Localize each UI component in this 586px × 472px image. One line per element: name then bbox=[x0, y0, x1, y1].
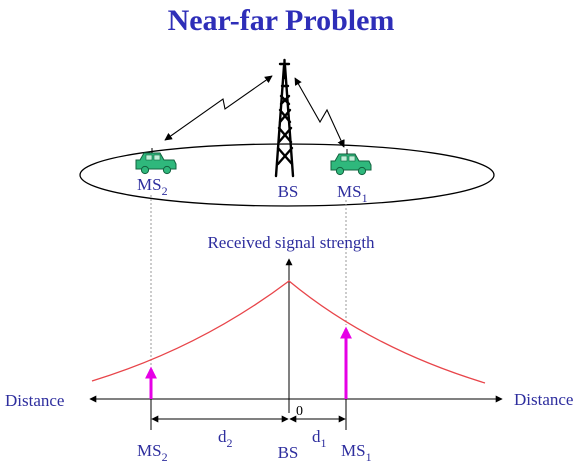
ms1-label-bottom-base: MS bbox=[341, 441, 366, 460]
lightning-link-icon bbox=[164, 75, 273, 141]
d1-label: d1 bbox=[312, 427, 327, 450]
d2-label-sub: 2 bbox=[227, 436, 233, 450]
signal-curve bbox=[91, 280, 486, 384]
distance-label-right: Distance bbox=[514, 390, 573, 409]
car-icon bbox=[330, 149, 372, 176]
page-title: Near-far Problem bbox=[168, 4, 395, 37]
cell-ellipse bbox=[79, 143, 495, 207]
ms1-label-bottom: MS1 bbox=[341, 441, 372, 464]
d1-label-base: d bbox=[312, 427, 321, 446]
ms1-label-top: MS1 bbox=[337, 182, 368, 205]
tower-icon bbox=[274, 58, 295, 178]
ms2-label-top: MS2 bbox=[137, 175, 168, 198]
ms1-label-top-sub: 1 bbox=[362, 191, 368, 205]
bs-label-top: BS bbox=[278, 182, 299, 201]
car-icon bbox=[135, 148, 177, 175]
ms2-label-bottom-sub: 2 bbox=[162, 450, 168, 464]
ms1-label-bottom-sub: 1 bbox=[366, 450, 372, 464]
d2-label: d2 bbox=[218, 427, 233, 450]
ms2-label-bottom-base: MS bbox=[137, 441, 162, 460]
d1-label-sub: 1 bbox=[321, 436, 327, 450]
ms2-label-top-base: MS bbox=[137, 175, 162, 194]
origin-label: 0 bbox=[296, 404, 303, 419]
ms2-label-top-sub: 2 bbox=[162, 184, 168, 198]
distance-label-left: Distance bbox=[5, 391, 64, 410]
ms1-label-top-base: MS bbox=[337, 182, 362, 201]
bs-label-bottom: BS bbox=[278, 443, 299, 462]
y-axis-label: Received signal strength bbox=[207, 233, 375, 252]
lightning-link-icon bbox=[294, 77, 345, 148]
ms2-label-bottom: MS2 bbox=[137, 441, 168, 464]
d2-label-base: d bbox=[218, 427, 227, 446]
